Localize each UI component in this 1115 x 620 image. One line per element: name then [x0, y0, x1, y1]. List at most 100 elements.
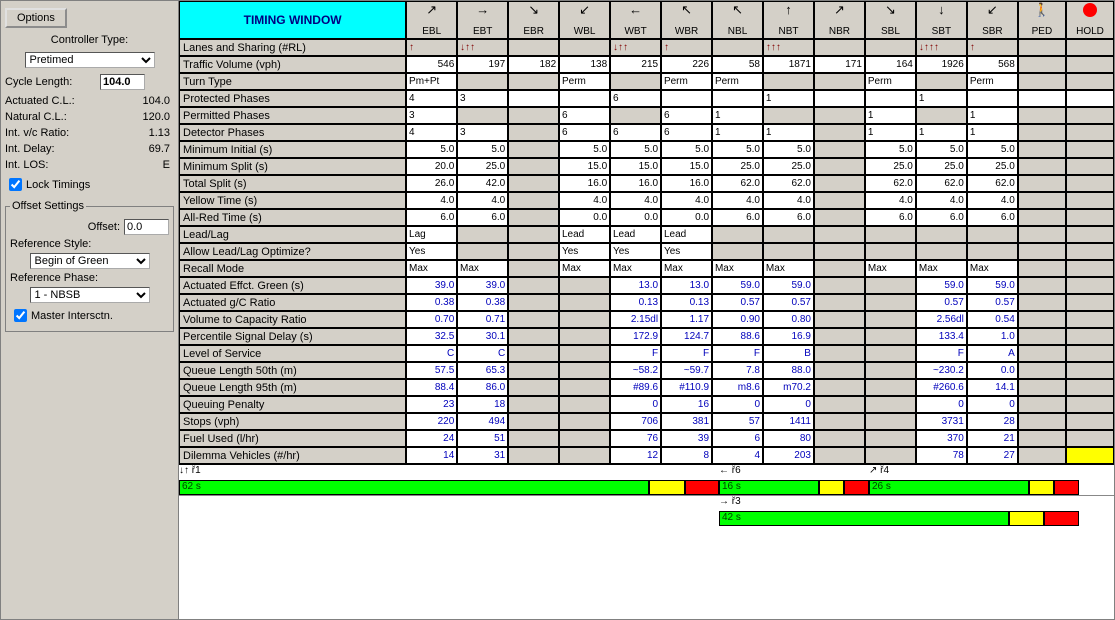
data-cell[interactable]: [1066, 39, 1114, 56]
data-cell[interactable]: [508, 175, 559, 192]
data-cell[interactable]: 0.57: [967, 294, 1018, 311]
data-cell[interactable]: [814, 413, 865, 430]
data-cell[interactable]: Perm: [712, 73, 763, 90]
row-label[interactable]: Level of Service: [179, 345, 406, 362]
data-cell[interactable]: 3: [457, 124, 508, 141]
data-cell[interactable]: [559, 413, 610, 430]
data-cell[interactable]: #89.6: [610, 379, 661, 396]
data-cell[interactable]: ↑: [406, 39, 457, 56]
data-cell[interactable]: Perm: [865, 73, 916, 90]
data-cell[interactable]: 32.5: [406, 328, 457, 345]
data-cell[interactable]: [916, 107, 967, 124]
data-cell[interactable]: [763, 73, 814, 90]
data-cell[interactable]: 8: [661, 447, 712, 464]
data-cell[interactable]: 0.71: [457, 311, 508, 328]
data-cell[interactable]: [865, 311, 916, 328]
data-cell[interactable]: [1066, 311, 1114, 328]
data-cell[interactable]: 62.0: [763, 175, 814, 192]
data-cell[interactable]: 4.0: [916, 192, 967, 209]
data-cell[interactable]: 226: [661, 56, 712, 73]
data-cell[interactable]: 0.0: [610, 209, 661, 226]
data-cell[interactable]: [865, 430, 916, 447]
data-cell[interactable]: 25.0: [712, 158, 763, 175]
data-cell[interactable]: [865, 396, 916, 413]
data-cell[interactable]: 5.0: [406, 141, 457, 158]
data-cell[interactable]: [1018, 328, 1066, 345]
data-cell[interactable]: Yes: [610, 243, 661, 260]
data-cell[interactable]: [559, 311, 610, 328]
data-cell[interactable]: 51: [457, 430, 508, 447]
data-cell[interactable]: 14: [406, 447, 457, 464]
data-cell[interactable]: [1066, 226, 1114, 243]
data-cell[interactable]: [1018, 107, 1066, 124]
data-cell[interactable]: 1: [916, 90, 967, 107]
data-cell[interactable]: [1018, 362, 1066, 379]
data-cell[interactable]: [610, 107, 661, 124]
data-cell[interactable]: 1: [916, 124, 967, 141]
data-cell[interactable]: 25.0: [457, 158, 508, 175]
data-cell[interactable]: [814, 294, 865, 311]
column-header-ebr[interactable]: ↘EBR: [508, 1, 559, 39]
data-cell[interactable]: [457, 73, 508, 90]
data-cell[interactable]: 13.0: [610, 277, 661, 294]
data-cell[interactable]: [763, 243, 814, 260]
column-header-ebt[interactable]: →EBT: [457, 1, 508, 39]
row-label[interactable]: Minimum Initial (s): [179, 141, 406, 158]
data-cell[interactable]: [1066, 73, 1114, 90]
data-cell[interactable]: [1018, 90, 1066, 107]
row-label[interactable]: Actuated g/C Ratio: [179, 294, 406, 311]
data-cell[interactable]: 172.9: [610, 328, 661, 345]
data-cell[interactable]: ↑↑↑: [763, 39, 814, 56]
data-cell[interactable]: 59.0: [763, 277, 814, 294]
data-cell[interactable]: [559, 277, 610, 294]
data-cell[interactable]: [712, 90, 763, 107]
phase-bar-segment[interactable]: 26 s: [869, 480, 1029, 495]
data-cell[interactable]: 6.0: [865, 209, 916, 226]
data-cell[interactable]: 39: [661, 430, 712, 447]
data-cell[interactable]: [1018, 192, 1066, 209]
data-cell[interactable]: [1018, 56, 1066, 73]
data-cell[interactable]: [814, 209, 865, 226]
data-cell[interactable]: [1066, 90, 1114, 107]
data-cell[interactable]: [1018, 379, 1066, 396]
data-cell[interactable]: [814, 260, 865, 277]
data-cell[interactable]: [508, 430, 559, 447]
data-cell[interactable]: 133.4: [916, 328, 967, 345]
data-cell[interactable]: 86.0: [457, 379, 508, 396]
data-cell[interactable]: [814, 362, 865, 379]
data-cell[interactable]: [508, 396, 559, 413]
column-header-wbt[interactable]: ←WBT: [610, 1, 661, 39]
data-cell[interactable]: 5.0: [916, 141, 967, 158]
data-cell[interactable]: ↑: [661, 39, 712, 56]
data-cell[interactable]: #260.6: [916, 379, 967, 396]
data-cell[interactable]: [814, 277, 865, 294]
data-cell[interactable]: 182: [508, 56, 559, 73]
data-cell[interactable]: 0.13: [661, 294, 712, 311]
data-cell[interactable]: 5.0: [559, 141, 610, 158]
data-cell[interactable]: [508, 73, 559, 90]
data-cell[interactable]: [1066, 430, 1114, 447]
phase-bar-segment[interactable]: [1044, 511, 1079, 526]
data-cell[interactable]: [559, 430, 610, 447]
phase-bar-segment[interactable]: [1054, 480, 1079, 495]
column-header-ped[interactable]: 🚶PED: [1018, 1, 1066, 39]
data-cell[interactable]: 1: [712, 124, 763, 141]
phase-bar-segment[interactable]: [1029, 480, 1054, 495]
data-cell[interactable]: 0: [712, 396, 763, 413]
data-cell[interactable]: Max: [559, 260, 610, 277]
data-cell[interactable]: [1018, 294, 1066, 311]
data-cell[interactable]: 0.0: [967, 362, 1018, 379]
column-header-ebl[interactable]: ↗EBL: [406, 1, 457, 39]
data-cell[interactable]: Perm: [559, 73, 610, 90]
data-cell[interactable]: 24: [406, 430, 457, 447]
data-cell[interactable]: [967, 243, 1018, 260]
data-cell[interactable]: [1066, 345, 1114, 362]
data-cell[interactable]: [508, 260, 559, 277]
data-cell[interactable]: 1: [967, 107, 1018, 124]
data-cell[interactable]: [814, 379, 865, 396]
data-cell[interactable]: 4.0: [712, 192, 763, 209]
data-cell[interactable]: 6: [610, 124, 661, 141]
data-cell[interactable]: 171: [814, 56, 865, 73]
data-cell[interactable]: [865, 90, 916, 107]
data-cell[interactable]: [763, 107, 814, 124]
